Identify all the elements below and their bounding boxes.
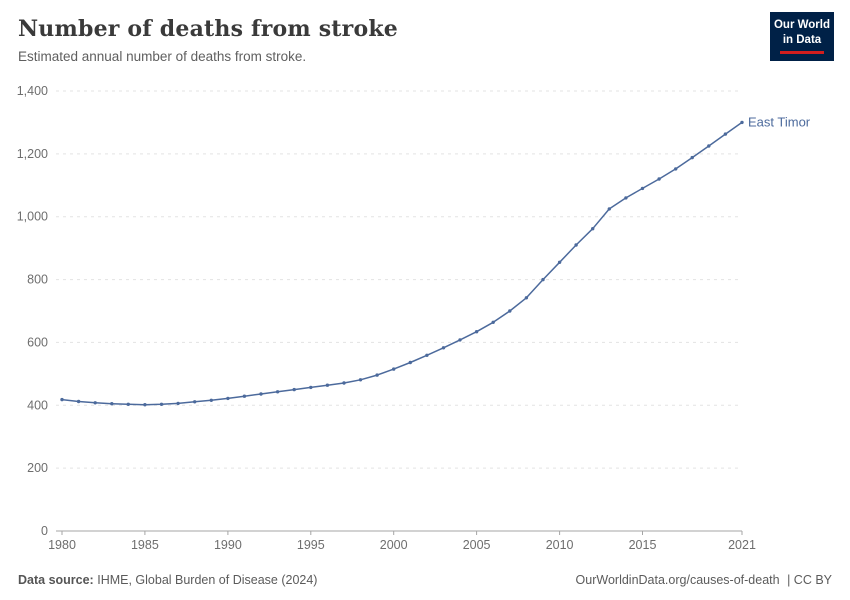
data-point-marker[interactable] bbox=[591, 227, 595, 231]
chart-area: 0 200 400 600 800 1,000 1,200 1,400 1980 1985 1990… bbox=[0, 78, 850, 563]
data-point-marker[interactable] bbox=[524, 296, 529, 300]
x-tick-label: 1990 bbox=[214, 538, 242, 552]
data-point-marker[interactable] bbox=[76, 399, 81, 404]
data-point-marker[interactable] bbox=[441, 346, 446, 350]
x-tick-label: 2010 bbox=[546, 538, 574, 552]
data-point-marker[interactable] bbox=[557, 260, 562, 264]
data-point-marker[interactable] bbox=[474, 330, 479, 334]
x-tick-label: 1980 bbox=[48, 538, 76, 552]
x-tick-label: 2015 bbox=[629, 538, 657, 552]
footer-attribution: OurWorldinData.org/causes-of-death | CC … bbox=[576, 573, 832, 587]
y-tick-label: 1,400 bbox=[17, 84, 48, 98]
page-title: Number of deaths from stroke bbox=[18, 16, 398, 42]
footer-link[interactable]: OurWorldinData.org/causes-of-death bbox=[575, 573, 780, 587]
data-point-marker[interactable] bbox=[325, 383, 330, 387]
y-tick-label: 0 bbox=[41, 524, 48, 538]
footer-license: | CC BY bbox=[787, 573, 832, 587]
y-tick-label: 200 bbox=[27, 461, 48, 475]
data-point-marker[interactable] bbox=[508, 309, 512, 313]
data-point-marker[interactable] bbox=[193, 400, 197, 404]
data-point-marker[interactable] bbox=[342, 381, 346, 385]
data-point-marker[interactable] bbox=[707, 144, 711, 148]
chart-footer: Data source: IHME, Global Burden of Dise… bbox=[18, 573, 832, 587]
chart-subtitle: Estimated annual number of deaths from s… bbox=[18, 49, 307, 64]
data-point-marker[interactable] bbox=[309, 385, 313, 390]
y-tick-label: 800 bbox=[27, 273, 48, 287]
x-tick-label: 2005 bbox=[463, 538, 491, 552]
data-point-marker[interactable] bbox=[110, 402, 114, 406]
data-point-marker[interactable] bbox=[209, 398, 213, 402]
data-point-marker[interactable] bbox=[657, 177, 661, 181]
data-point-marker[interactable] bbox=[375, 373, 379, 377]
data-point-marker[interactable] bbox=[226, 396, 230, 401]
data-point-marker[interactable] bbox=[458, 338, 462, 342]
data-point-marker[interactable] bbox=[740, 120, 744, 125]
data-point-marker[interactable] bbox=[392, 367, 396, 371]
owid-logo-line1: Our World bbox=[773, 19, 830, 31]
data-point-marker[interactable] bbox=[242, 394, 247, 398]
data-point-marker[interactable] bbox=[624, 196, 628, 200]
data-point-marker[interactable] bbox=[690, 155, 694, 160]
y-tick-label: 1,200 bbox=[17, 147, 48, 161]
data-point-marker[interactable] bbox=[640, 186, 645, 191]
series-line bbox=[61, 121, 743, 406]
data-point-marker[interactable] bbox=[275, 390, 280, 394]
data-point-marker[interactable] bbox=[674, 167, 678, 171]
x-tick-label: 1995 bbox=[297, 538, 325, 552]
line-chart[interactable]: 0 200 400 600 800 1,000 1,200 1,400 1980 1985 1990… bbox=[0, 78, 850, 558]
data-point-marker[interactable] bbox=[93, 401, 97, 405]
owid-logo[interactable]: Our World in Data bbox=[770, 12, 834, 61]
data-point-marker[interactable] bbox=[176, 401, 180, 406]
owid-logo-line2: in Data bbox=[782, 33, 822, 46]
data-source: Data source: IHME, Global Burden of Dise… bbox=[18, 573, 317, 587]
data-point-marker[interactable] bbox=[408, 360, 412, 365]
y-tick-label: 600 bbox=[27, 335, 48, 349]
data-point-marker[interactable] bbox=[541, 277, 545, 282]
data-point-marker[interactable] bbox=[159, 402, 164, 406]
data-point-marker[interactable] bbox=[723, 132, 728, 136]
data-source-label: Data source: bbox=[18, 573, 94, 587]
data-point-marker[interactable] bbox=[292, 387, 296, 392]
data-point-marker[interactable] bbox=[143, 403, 147, 407]
data-point-marker[interactable] bbox=[607, 207, 611, 211]
series-end-label[interactable]: East Timor bbox=[748, 114, 811, 129]
data-point-marker[interactable] bbox=[60, 397, 64, 402]
data-point-marker[interactable] bbox=[574, 243, 578, 247]
data-point-marker[interactable] bbox=[358, 378, 363, 382]
data-point-marker[interactable] bbox=[491, 320, 495, 324]
data-point-marker[interactable] bbox=[259, 392, 263, 396]
logo-underline bbox=[780, 50, 824, 54]
chart-header: Number of deaths from stroke Estimated a… bbox=[0, 0, 850, 64]
x-tick-label: 1985 bbox=[131, 538, 159, 552]
data-point-marker[interactable] bbox=[126, 402, 130, 406]
data-source-text: IHME, Global Burden of Disease (2024) bbox=[97, 573, 318, 587]
y-tick-label: 1,000 bbox=[17, 210, 48, 224]
x-tick-label: 2000 bbox=[380, 538, 408, 552]
data-point-marker[interactable] bbox=[425, 353, 429, 357]
y-tick-label: 400 bbox=[27, 398, 48, 412]
x-tick-label: 2021 bbox=[728, 538, 756, 552]
